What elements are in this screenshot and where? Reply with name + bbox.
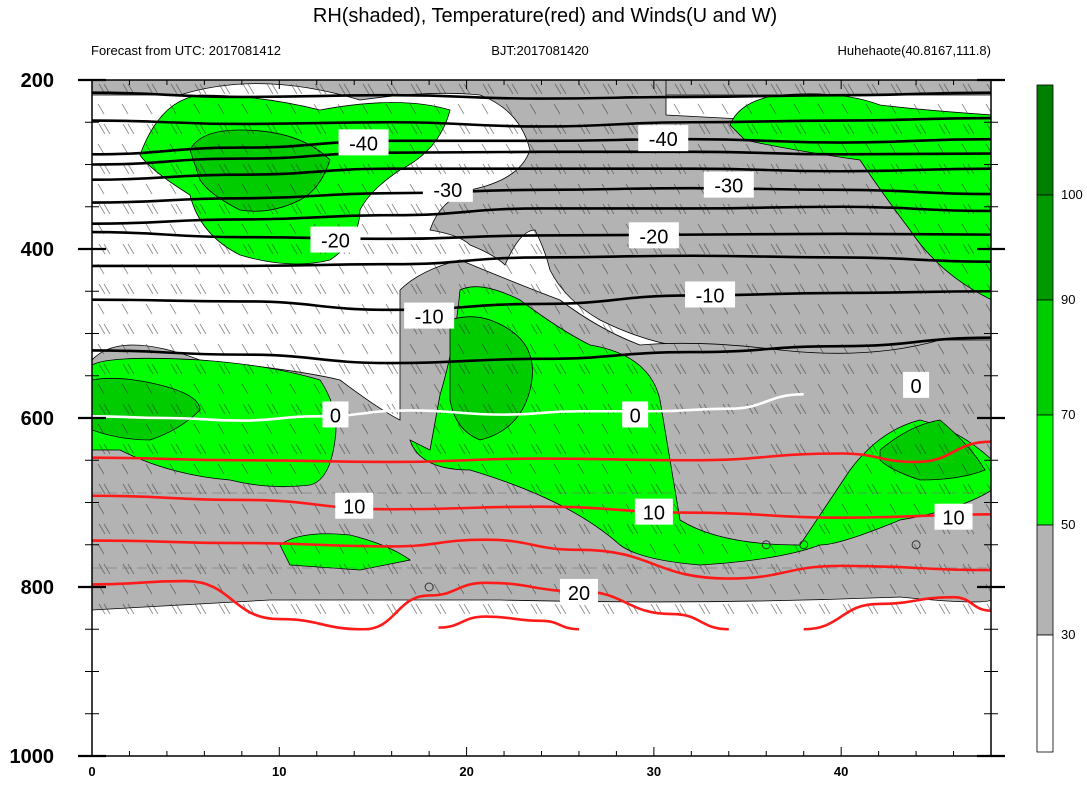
calm-wind-circle: [911, 540, 921, 550]
temperature-label-box: [322, 401, 349, 428]
isotherm-black-3: [92, 150, 991, 166]
temperature-label-box: [634, 498, 673, 525]
colorbar-label: 90: [1061, 292, 1075, 307]
calm-wind-circles: [424, 540, 921, 592]
temperature-label: 20: [568, 583, 590, 605]
temperature-label: 0: [630, 405, 641, 427]
plot-area: -40 -40 -30 -30 -20 -20 -10 -10 0 0 0 10 10 10 20: [92, 80, 991, 756]
isotherm-black-10: [92, 336, 991, 365]
isotherm-black-2: [92, 137, 991, 156]
temperature-label-box: [422, 175, 473, 202]
temperature-label: -20: [321, 231, 350, 253]
colorbar-bin: [1036, 84, 1054, 196]
isotherm-black-8: [92, 254, 991, 268]
temperature-label-box: [335, 492, 374, 519]
colorbar-label: 50: [1061, 517, 1075, 532]
isotherm-zero-0: [92, 393, 804, 422]
colorbar: 100 90 70 50 30: [1036, 84, 1083, 753]
temperature-label: 10: [343, 497, 365, 519]
isotherms-black: [92, 91, 991, 365]
temperature-label: -30: [714, 176, 743, 198]
dashed-levels: [92, 492, 991, 569]
isotherm-zero: [92, 393, 804, 422]
station-note: Huhehaote(40.8167,111.8): [838, 43, 991, 58]
temperature-label-box: [685, 281, 736, 308]
temperature-label-box: [622, 401, 649, 428]
colorbar-label: 30: [1061, 627, 1075, 642]
isotherm-black-4: [92, 167, 991, 182]
colorbar-bin: [1036, 299, 1054, 416]
calm-wind-circle: [761, 540, 771, 550]
forecast-note: Forecast from UTC: 2017081412: [91, 43, 281, 58]
isotherm-red-1: [92, 494, 991, 520]
isotherm-black-1: [92, 116, 991, 128]
colorbar-bin: [1036, 524, 1054, 636]
temperature-label: -10: [696, 285, 725, 307]
wind-barbs: [92, 80, 991, 620]
isotherm-black-0: [92, 91, 991, 100]
temperature-label-box: [903, 371, 930, 398]
temperature-label-box: [559, 578, 598, 605]
temperature-label: 10: [942, 508, 964, 530]
y-tick-label: 400: [21, 239, 54, 261]
x-tick-label: 40: [834, 764, 848, 779]
y-tick-label: 800: [21, 577, 54, 599]
isotherm-black-9: [92, 289, 991, 312]
temperature-label-box: [404, 302, 455, 329]
x-tick-label: 30: [647, 764, 661, 779]
isotherm-black-5: [92, 186, 991, 204]
colorbar-bin: [1036, 194, 1054, 301]
colorbar-label: 70: [1061, 407, 1075, 422]
bjt-note: BJT:2017081420: [491, 43, 589, 58]
isotherm-red-4: [438, 615, 579, 631]
calm-wind-circle: [424, 582, 434, 592]
isotherm-red-0: [92, 440, 991, 464]
isotherm-red-3: [92, 579, 729, 631]
colorbar-bin: [1036, 634, 1054, 753]
temperature-labels: -40 -40 -30 -30 -20 -20 -10 -10 0 0 0 10 10 10 20: [310, 125, 973, 605]
isotherm-red-5: [803, 595, 991, 631]
colorbar-bin: [1036, 414, 1054, 526]
temperature-label: 0: [330, 405, 341, 427]
isotherms-red: [92, 440, 991, 631]
y-tick-label: 600: [21, 408, 54, 430]
isotherm-black-6: [92, 205, 991, 225]
y-tick-label: 1000: [10, 746, 55, 768]
temperature-label: -40: [649, 129, 678, 151]
calm-wind-circle: [799, 540, 809, 550]
x-tick-label: 10: [272, 764, 286, 779]
temperature-label: 0: [911, 376, 922, 398]
temperature-label: -40: [349, 133, 378, 155]
temperature-label: -20: [639, 226, 668, 248]
y-tick-label: 200: [21, 70, 54, 92]
x-tick-label: 0: [88, 764, 95, 779]
temperature-label: -30: [433, 180, 462, 202]
x-axis: 0 10 20 30 40: [88, 80, 992, 779]
isotherm-black-7: [92, 230, 991, 241]
colorbar-label: 100: [1061, 187, 1083, 202]
x-tick-label: 20: [459, 764, 473, 779]
temperature-label-box: [703, 171, 754, 198]
temperature-label-box: [338, 129, 389, 156]
temperature-label-box: [638, 125, 689, 152]
isotherm-red-2: [92, 538, 991, 580]
chart-title: RH(shaded), Temperature(red) and Winds(U…: [313, 5, 777, 27]
temperature-label-box: [934, 503, 973, 530]
temperature-label-box: [628, 222, 679, 249]
temperature-label: -10: [415, 307, 444, 329]
temperature-label: 10: [643, 503, 665, 525]
temperature-label-box: [310, 226, 361, 253]
